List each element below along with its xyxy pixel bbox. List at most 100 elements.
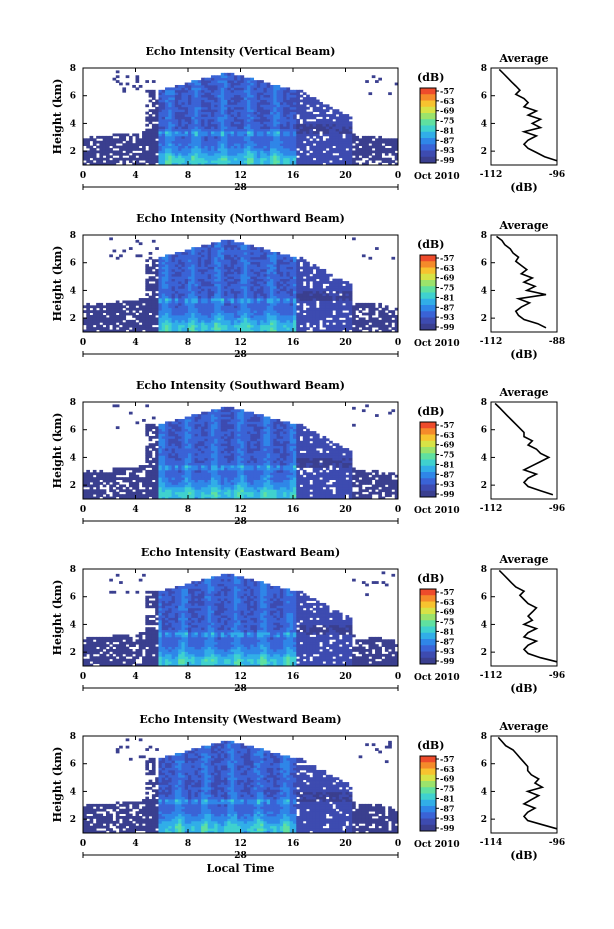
heatmap-cell [201,133,205,137]
heatmap-cell [338,278,343,282]
heatmap-cell [266,148,271,151]
heatmap-cell [250,307,255,311]
heatmap-cell [302,160,307,163]
heatmap-cell [210,251,215,255]
heatmap-cell [178,92,182,96]
heatmap-cell [102,484,107,488]
heatmap-cell [207,298,212,301]
heatmap-cell [394,145,399,149]
heatmap-cell [217,148,222,151]
heatmap-cell [194,150,199,154]
heatmap-cell [214,249,218,253]
heatmap-cell [197,315,202,318]
heatmap-cell [263,327,268,330]
heatmap-cell [230,329,235,333]
heatmap-cell [276,268,281,272]
heatmap-cell [263,285,268,289]
heatmap-cell [96,140,100,144]
heatmap-cell [220,140,225,144]
heatmap-cell [348,143,353,146]
heatmap-cell [83,157,87,161]
heatmap-cell [227,106,232,110]
heatmap-cell [384,312,389,316]
heatmap-cell [132,329,136,333]
heatmap-cell [247,290,251,294]
heatmap-cell [220,307,225,311]
heatmap-cell [194,324,199,328]
heatmap-cell [345,140,350,144]
heatmap-cell [368,138,373,142]
heatmap-cell [191,327,195,330]
heatmap-cell [227,244,232,248]
heatmap-cell [273,256,277,260]
heatmap-cell [296,288,300,292]
heatmap-cell [345,288,350,292]
heatmap-cell [207,152,212,156]
heatmap-cell [148,324,153,328]
heatmap-cell [184,140,189,144]
heatmap-cell [263,302,268,306]
heatmap-cell [207,133,212,137]
heatmap-cell [155,111,159,115]
x-tick-label: 0 [395,171,401,181]
heatmap-cell [191,312,195,316]
heatmap-cell [128,155,133,159]
heatmap-cell [191,92,195,96]
heatmap-cell [384,143,389,146]
heatmap-cell [256,138,261,142]
heatmap-cell [315,133,320,137]
heatmap-cell [250,276,255,280]
heatmap-cell [266,87,271,91]
heatmap-cell [99,148,104,151]
heatmap-cell [112,152,117,156]
heatmap-cell [151,80,156,83]
heatmap-cell [315,310,320,313]
heatmap-cell [322,281,327,284]
heatmap-cell [181,251,186,255]
heatmap-cell [348,123,353,127]
heatmap-cell [158,489,163,493]
heatmap-cell [158,128,163,132]
heatmap-cell [132,482,136,485]
heatmap-cell [240,123,245,127]
heatmap-cell [329,324,333,328]
heatmap-cell [128,411,133,415]
heatmap-cell [86,319,90,323]
heatmap-cell [115,486,120,490]
heatmap-cell [260,302,264,306]
heatmap-cell [181,126,186,130]
heatmap-cell [184,92,189,96]
heatmap-cell [174,111,179,115]
heatmap-cell [158,479,163,483]
heatmap-cell [260,264,264,267]
heatmap-cell [194,285,199,289]
heatmap-cell [86,317,90,321]
heatmap-cell [161,295,166,299]
heatmap-cell [194,143,199,146]
heatmap-cell [352,312,356,316]
colorbar-swatch [420,267,436,275]
heatmap-cell [201,135,205,139]
heatmap-cell [227,123,232,127]
colorbar-swatch [420,113,436,120]
heatmap-cell [181,97,186,100]
heatmap-cell [319,148,323,151]
heatmap-cell [233,266,238,270]
heatmap-cell [105,310,110,313]
heatmap-cell [279,92,284,96]
heatmap-cell [263,101,268,105]
heatmap-cell [283,324,287,328]
heatmap-cell [240,271,245,275]
heatmap-cell [227,116,232,120]
heatmap-cell [273,322,277,326]
heatmap-cell [155,479,159,483]
heatmap-cell [158,445,163,449]
heatmap-cell [309,317,314,321]
heatmap-cell [135,322,140,326]
heatmap-cell [184,271,189,275]
heatmap-cell [102,143,107,146]
heatmap-cell [188,106,192,110]
heatmap-cell [368,317,373,321]
heatmap-cell [227,140,232,144]
heatmap-cell [184,160,189,163]
